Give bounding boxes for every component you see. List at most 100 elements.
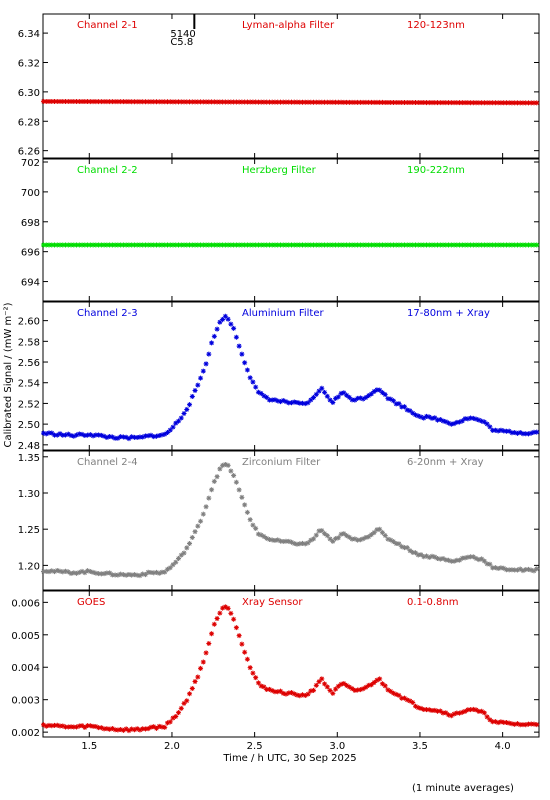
data-point — [490, 565, 496, 571]
data-point — [192, 387, 198, 393]
data-point — [440, 710, 446, 716]
data-point — [134, 99, 140, 105]
data-point — [101, 99, 107, 105]
data-point — [368, 532, 374, 538]
data-point — [162, 99, 168, 105]
data-point — [162, 431, 168, 437]
data-point — [269, 99, 275, 105]
x-tick-label: 2.0 — [164, 741, 180, 752]
data-point — [148, 570, 154, 576]
data-point — [76, 431, 82, 437]
panel-band: 190-222nm — [407, 165, 465, 176]
data-point — [401, 695, 407, 701]
data-point — [501, 565, 507, 571]
data-point — [239, 641, 245, 647]
data-point — [311, 99, 317, 105]
data-point — [509, 721, 515, 727]
data-point — [457, 710, 463, 716]
data-point — [443, 242, 449, 248]
data-point — [457, 557, 463, 563]
data-point — [512, 100, 518, 106]
data-point — [506, 567, 512, 573]
data-point — [151, 570, 157, 576]
data-point — [126, 99, 132, 105]
data-point — [531, 100, 537, 106]
data-point — [261, 534, 267, 540]
data-point — [390, 99, 396, 105]
data-point — [236, 242, 242, 248]
data-point — [272, 99, 278, 105]
data-point — [85, 723, 91, 729]
data-point — [341, 531, 347, 537]
data-point — [90, 433, 96, 439]
data-point — [269, 242, 275, 248]
data-point — [131, 727, 137, 733]
data-point — [341, 242, 347, 248]
data-point — [109, 242, 115, 248]
data-point — [220, 462, 226, 468]
data-point — [283, 99, 289, 105]
data-point — [46, 430, 52, 436]
data-point — [46, 569, 52, 575]
data-point — [269, 688, 275, 694]
data-point — [374, 387, 380, 393]
data-point — [371, 680, 377, 686]
data-point — [313, 391, 319, 397]
data-point — [140, 726, 146, 732]
data-point — [440, 418, 446, 424]
data-point — [142, 726, 148, 732]
series — [40, 313, 540, 442]
data-point — [68, 242, 74, 248]
data-point — [65, 99, 71, 105]
data-point — [87, 242, 93, 248]
data-point — [396, 401, 402, 407]
data-point — [153, 725, 159, 731]
data-point — [531, 429, 537, 435]
data-point — [338, 242, 344, 248]
data-point — [520, 722, 526, 728]
data-point — [424, 707, 430, 713]
data-point — [74, 432, 80, 438]
data-point — [509, 567, 515, 573]
data-point — [432, 554, 438, 560]
data-point — [382, 99, 388, 105]
data-point — [145, 99, 151, 105]
data-point — [410, 549, 416, 555]
data-point — [357, 687, 363, 693]
data-point — [112, 727, 118, 733]
data-point — [514, 100, 520, 106]
x-tick-label: 3.0 — [329, 741, 345, 752]
data-point — [85, 568, 91, 574]
x-axis-label: Time / h UTC, 30 Sep 2025 — [222, 753, 356, 764]
data-point — [236, 487, 242, 493]
data-point — [473, 416, 479, 422]
data-point — [305, 540, 311, 546]
y-tick-label: 6.30 — [18, 88, 40, 99]
data-point — [137, 727, 143, 733]
data-point — [316, 99, 322, 105]
data-point — [96, 725, 102, 731]
data-point — [308, 688, 314, 694]
data-point — [415, 100, 421, 106]
data-point — [506, 242, 512, 248]
data-point — [418, 100, 424, 106]
data-point — [448, 100, 454, 106]
data-point — [65, 242, 71, 248]
data-point — [528, 100, 534, 106]
data-point — [393, 242, 399, 248]
data-point — [145, 242, 151, 248]
data-point — [520, 431, 526, 437]
panel-channel: Channel 2-3 — [77, 308, 138, 319]
data-point — [131, 434, 137, 440]
data-point — [87, 432, 93, 438]
data-point — [421, 554, 427, 560]
data-point — [192, 529, 198, 535]
y-tick-label: 1.30 — [18, 489, 40, 500]
panel-frame — [42, 301, 540, 451]
data-point — [498, 565, 504, 571]
data-point — [344, 533, 350, 539]
data-point — [459, 100, 465, 106]
y-axis-label: Calibrated Signal / (mW m⁻²) — [3, 302, 14, 447]
data-point — [407, 408, 413, 414]
data-point — [330, 690, 336, 696]
